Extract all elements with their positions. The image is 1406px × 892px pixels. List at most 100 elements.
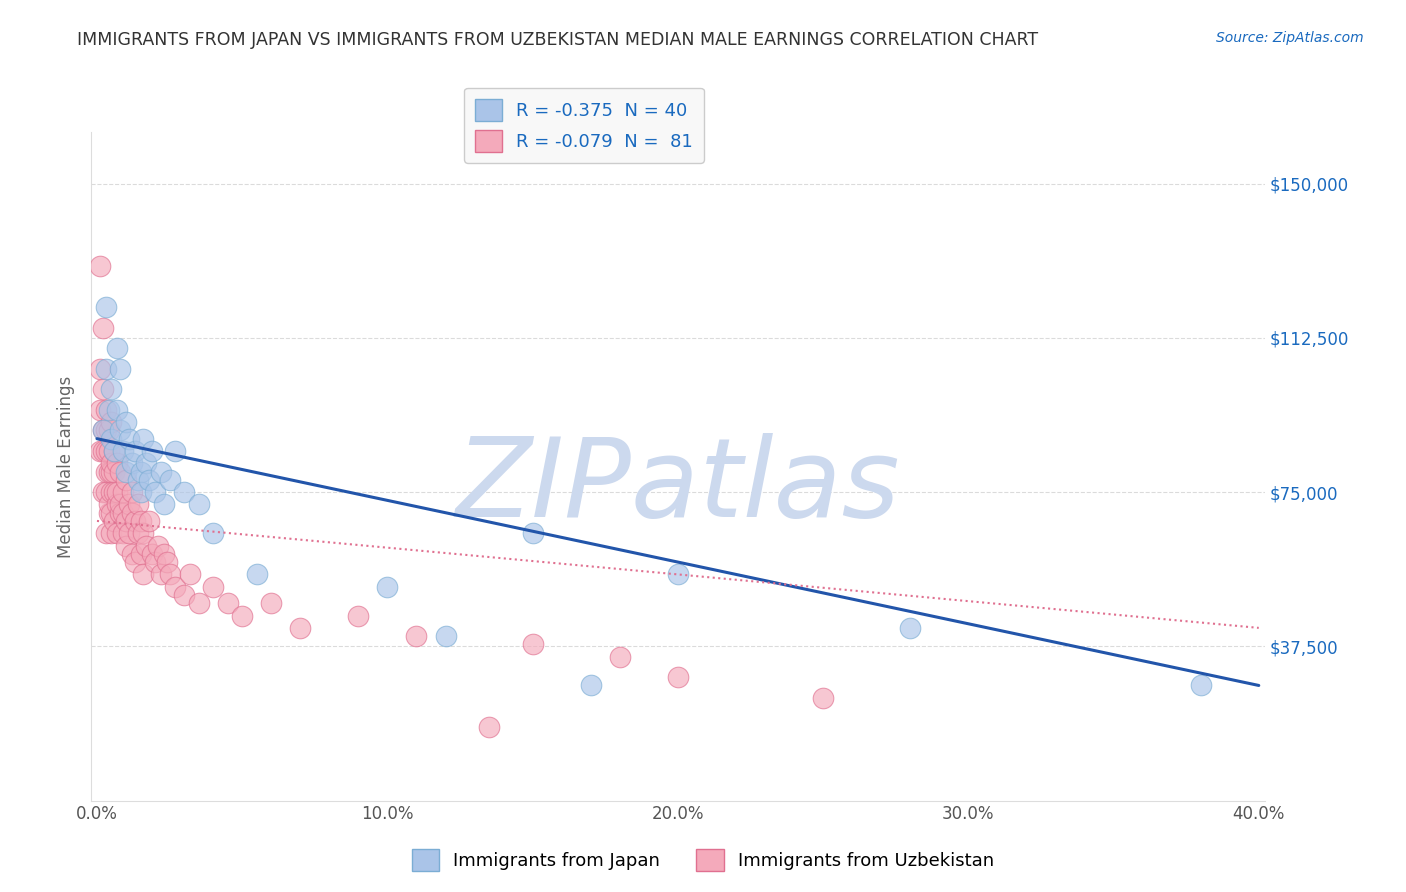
- Point: [89, 361, 111, 376]
- Point: [124, 514, 146, 528]
- Point: [138, 473, 160, 487]
- Point: [146, 539, 169, 553]
- Point: [91, 444, 114, 458]
- Point: [138, 514, 160, 528]
- Point: [165, 444, 187, 458]
- Point: [108, 465, 131, 479]
- Point: [112, 444, 135, 458]
- Point: [105, 341, 128, 355]
- Point: [115, 465, 138, 479]
- Point: [100, 432, 122, 446]
- Point: [115, 415, 138, 429]
- Point: [100, 415, 122, 429]
- Point: [91, 485, 114, 500]
- Point: [121, 506, 143, 520]
- Point: [129, 514, 152, 528]
- Point: [129, 465, 152, 479]
- Point: [290, 621, 312, 635]
- Point: [97, 465, 120, 479]
- Point: [121, 485, 143, 500]
- Point: [94, 444, 117, 458]
- Point: [100, 465, 122, 479]
- Point: [112, 506, 135, 520]
- Point: [405, 629, 427, 643]
- Point: [202, 580, 225, 594]
- Point: [89, 403, 111, 417]
- Point: [91, 424, 114, 438]
- Point: [522, 526, 544, 541]
- Point: [118, 526, 141, 541]
- Point: [143, 555, 166, 569]
- Point: [179, 567, 201, 582]
- Point: [666, 567, 689, 582]
- Point: [94, 485, 117, 500]
- Y-axis label: Median Male Earnings: Median Male Earnings: [58, 376, 75, 558]
- Point: [165, 580, 187, 594]
- Point: [94, 526, 117, 541]
- Point: [103, 485, 125, 500]
- Point: [609, 649, 631, 664]
- Text: ZIPatlas: ZIPatlas: [456, 433, 900, 540]
- Point: [89, 259, 111, 273]
- Point: [159, 473, 181, 487]
- Point: [522, 637, 544, 651]
- Point: [100, 485, 122, 500]
- Point: [149, 465, 172, 479]
- Point: [105, 403, 128, 417]
- Point: [118, 498, 141, 512]
- Point: [121, 456, 143, 470]
- Point: [115, 514, 138, 528]
- Point: [97, 498, 120, 512]
- Legend: Immigrants from Japan, Immigrants from Uzbekistan: Immigrants from Japan, Immigrants from U…: [405, 842, 1001, 879]
- Point: [108, 424, 131, 438]
- Point: [94, 300, 117, 314]
- Point: [103, 444, 125, 458]
- Point: [121, 547, 143, 561]
- Point: [141, 444, 163, 458]
- Point: [127, 473, 149, 487]
- Point: [129, 547, 152, 561]
- Point: [811, 690, 834, 705]
- Legend: R = -0.375  N = 40, R = -0.079  N =  81: R = -0.375 N = 40, R = -0.079 N = 81: [464, 87, 704, 162]
- Point: [115, 539, 138, 553]
- Point: [141, 547, 163, 561]
- Point: [1189, 678, 1212, 692]
- Point: [478, 720, 501, 734]
- Point: [898, 621, 921, 635]
- Text: IMMIGRANTS FROM JAPAN VS IMMIGRANTS FROM UZBEKISTAN MEDIAN MALE EARNINGS CORRELA: IMMIGRANTS FROM JAPAN VS IMMIGRANTS FROM…: [77, 31, 1039, 49]
- Point: [129, 485, 152, 500]
- Point: [132, 567, 155, 582]
- Point: [231, 608, 253, 623]
- Point: [217, 596, 239, 610]
- Point: [105, 526, 128, 541]
- Point: [159, 567, 181, 582]
- Point: [124, 444, 146, 458]
- Point: [143, 485, 166, 500]
- Point: [132, 432, 155, 446]
- Point: [97, 424, 120, 438]
- Point: [579, 678, 602, 692]
- Point: [91, 320, 114, 334]
- Point: [103, 444, 125, 458]
- Point: [152, 547, 174, 561]
- Point: [135, 456, 157, 470]
- Point: [108, 361, 131, 376]
- Point: [377, 580, 399, 594]
- Point: [173, 485, 195, 500]
- Point: [97, 444, 120, 458]
- Point: [89, 444, 111, 458]
- Point: [100, 456, 122, 470]
- Point: [94, 465, 117, 479]
- Point: [135, 539, 157, 553]
- Point: [103, 465, 125, 479]
- Point: [187, 498, 209, 512]
- Point: [91, 382, 114, 396]
- Point: [124, 555, 146, 569]
- Point: [108, 506, 131, 520]
- Point: [434, 629, 457, 643]
- Point: [97, 506, 120, 520]
- Point: [149, 567, 172, 582]
- Point: [94, 361, 117, 376]
- Point: [105, 498, 128, 512]
- Point: [187, 596, 209, 610]
